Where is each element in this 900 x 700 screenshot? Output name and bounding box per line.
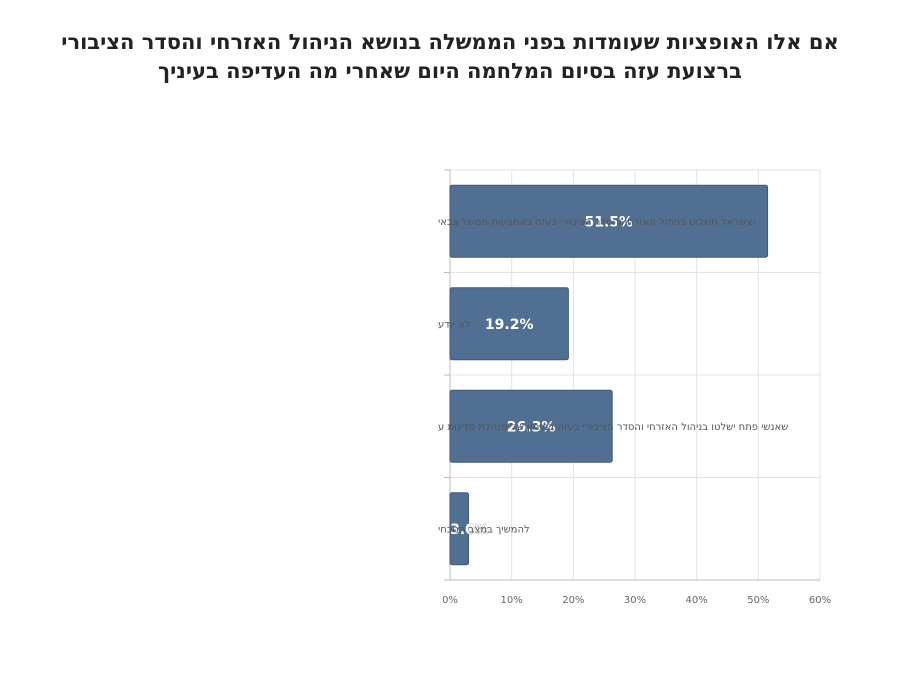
bar [449,389,613,463]
category-labels: שישראל תשלוט בניהול האזרחי והסדר הציבורי… [438,217,788,536]
chart-title-line-2: ברצועת עזה בסיום המלחמה היום שאחרי מה הע… [157,59,742,83]
bar-value-label: 3.0% [450,522,489,538]
bar [449,492,469,566]
x-tick-label: 50% [747,595,769,606]
category-label: להמשיך במצב הנוכחי [438,524,530,535]
bar [449,184,769,258]
category-label: שישראל תשלוט בניהול האזרחי והסדר הציבורי… [438,217,755,228]
category-label: שאנשי פתח ישלטו בניהול האזרחי והסדר הציב… [438,422,788,433]
x-tick-label: 30% [624,595,646,606]
bar-value-label: 19.2% [485,317,534,333]
x-tick-label: 0% [442,595,458,606]
category-label: לא יודע [438,319,470,330]
x-tick-label: 60% [809,595,831,606]
x-tick-label: 20% [562,595,584,606]
x-tick-label: 40% [686,595,708,606]
bars: 51.5% 19.2% 26.3% 3.0% [449,184,769,566]
chart-title: אם אלו האופציות שעומדות בפני הממשלה בנוש… [0,28,900,86]
x-tick-label: 10% [501,595,523,606]
x-axis-ticks: 0% 10% 20% 30% 40% 50% 60% [442,595,831,606]
bar-value-label: 51.5% [585,214,634,230]
bar [449,287,569,361]
bar-value-label: 26.3% [507,419,556,435]
chart-title-line-1: אם אלו האופציות שעומדות בפני הממשלה בנוש… [61,30,839,54]
